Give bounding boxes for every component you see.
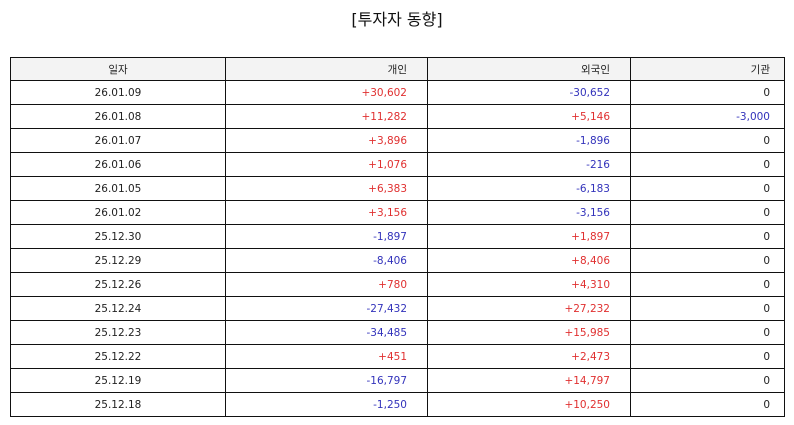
table-row: 26.01.08 +11,282 +5,146 -3,000 bbox=[10, 104, 785, 129]
cell-institution: 0 bbox=[630, 320, 785, 345]
cell-institution: 0 bbox=[630, 392, 785, 417]
cell-date: 25.12.19 bbox=[10, 368, 226, 393]
cell-individual: -16,797 bbox=[225, 368, 428, 393]
cell-date: 25.12.29 bbox=[10, 248, 226, 273]
header-institution: 기관 bbox=[630, 57, 785, 81]
cell-foreign: +4,310 bbox=[427, 272, 631, 297]
header-foreign: 외국인 bbox=[427, 57, 631, 81]
table-row: 25.12.30 -1,897 +1,897 0 bbox=[10, 224, 785, 249]
cell-individual: +6,383 bbox=[225, 176, 428, 201]
cell-individual: +3,156 bbox=[225, 200, 428, 225]
cell-individual: -8,406 bbox=[225, 248, 428, 273]
table-row: 25.12.29 -8,406 +8,406 0 bbox=[10, 248, 785, 273]
cell-individual: +780 bbox=[225, 272, 428, 297]
cell-foreign: -30,652 bbox=[427, 80, 631, 105]
cell-individual: -1,250 bbox=[225, 392, 428, 417]
table-row: 26.01.06 +1,076 -216 0 bbox=[10, 152, 785, 177]
table-row: 25.12.24 -27,432 +27,232 0 bbox=[10, 296, 785, 321]
header-individual: 개인 bbox=[225, 57, 428, 81]
cell-institution: 0 bbox=[630, 80, 785, 105]
cell-foreign: +15,985 bbox=[427, 320, 631, 345]
cell-institution: 0 bbox=[630, 368, 785, 393]
cell-institution: 0 bbox=[630, 296, 785, 321]
table-row: 26.01.09 +30,602 -30,652 0 bbox=[10, 80, 785, 105]
cell-individual: -1,897 bbox=[225, 224, 428, 249]
cell-date: 25.12.26 bbox=[10, 272, 226, 297]
cell-foreign: +27,232 bbox=[427, 296, 631, 321]
cell-date: 25.12.23 bbox=[10, 320, 226, 345]
cell-date: 26.01.09 bbox=[10, 80, 226, 105]
cell-individual: +11,282 bbox=[225, 104, 428, 129]
cell-foreign: +14,797 bbox=[427, 368, 631, 393]
cell-date: 26.01.05 bbox=[10, 176, 226, 201]
table-header-row: 일자 개인 외국인 기관 bbox=[10, 57, 785, 81]
cell-institution: 0 bbox=[630, 224, 785, 249]
cell-date: 26.01.06 bbox=[10, 152, 226, 177]
cell-institution: -3,000 bbox=[630, 104, 785, 129]
cell-date: 26.01.07 bbox=[10, 128, 226, 153]
table-row: 26.01.07 +3,896 -1,896 0 bbox=[10, 128, 785, 153]
cell-foreign: +2,473 bbox=[427, 344, 631, 369]
cell-institution: 0 bbox=[630, 128, 785, 153]
cell-foreign: +5,146 bbox=[427, 104, 631, 129]
cell-individual: -34,485 bbox=[225, 320, 428, 345]
table-row: 25.12.22 +451 +2,473 0 bbox=[10, 344, 785, 369]
cell-date: 25.12.30 bbox=[10, 224, 226, 249]
cell-date: 25.12.22 bbox=[10, 344, 226, 369]
cell-institution: 0 bbox=[630, 152, 785, 177]
table-row: 25.12.18 -1,250 +10,250 0 bbox=[10, 392, 785, 417]
table-row: 26.01.05 +6,383 -6,183 0 bbox=[10, 176, 785, 201]
cell-institution: 0 bbox=[630, 176, 785, 201]
cell-foreign: +1,897 bbox=[427, 224, 631, 249]
cell-foreign: +8,406 bbox=[427, 248, 631, 273]
cell-date: 26.01.08 bbox=[10, 104, 226, 129]
cell-foreign: -216 bbox=[427, 152, 631, 177]
cell-individual: +451 bbox=[225, 344, 428, 369]
cell-date: 26.01.02 bbox=[10, 200, 226, 225]
cell-institution: 0 bbox=[630, 248, 785, 273]
table-row: 25.12.23 -34,485 +15,985 0 bbox=[10, 320, 785, 345]
page-title: [투자자 동향] bbox=[351, 10, 443, 29]
cell-foreign: +10,250 bbox=[427, 392, 631, 417]
cell-foreign: -3,156 bbox=[427, 200, 631, 225]
cell-individual: +30,602 bbox=[225, 80, 428, 105]
cell-individual: +3,896 bbox=[225, 128, 428, 153]
cell-individual: -27,432 bbox=[225, 296, 428, 321]
cell-institution: 0 bbox=[630, 344, 785, 369]
cell-institution: 0 bbox=[630, 200, 785, 225]
cell-individual: +1,076 bbox=[225, 152, 428, 177]
table-row: 25.12.19 -16,797 +14,797 0 bbox=[10, 368, 785, 393]
header-date: 일자 bbox=[10, 57, 226, 81]
cell-institution: 0 bbox=[630, 272, 785, 297]
cell-date: 25.12.18 bbox=[10, 392, 226, 417]
cell-foreign: -6,183 bbox=[427, 176, 631, 201]
cell-foreign: -1,896 bbox=[427, 128, 631, 153]
table-row: 26.01.02 +3,156 -3,156 0 bbox=[10, 200, 785, 225]
cell-date: 25.12.24 bbox=[10, 296, 226, 321]
table-body: 26.01.09 +30,602 -30,652 0 26.01.08 +11,282 +5… bbox=[10, 80, 785, 417]
investor-trend-table: 일자 개인 외국인 기관 26.01.09 +30,602 -30,652 0 26.0… bbox=[10, 57, 785, 417]
table-row: 25.12.26 +780 +4,310 0 bbox=[10, 272, 785, 297]
